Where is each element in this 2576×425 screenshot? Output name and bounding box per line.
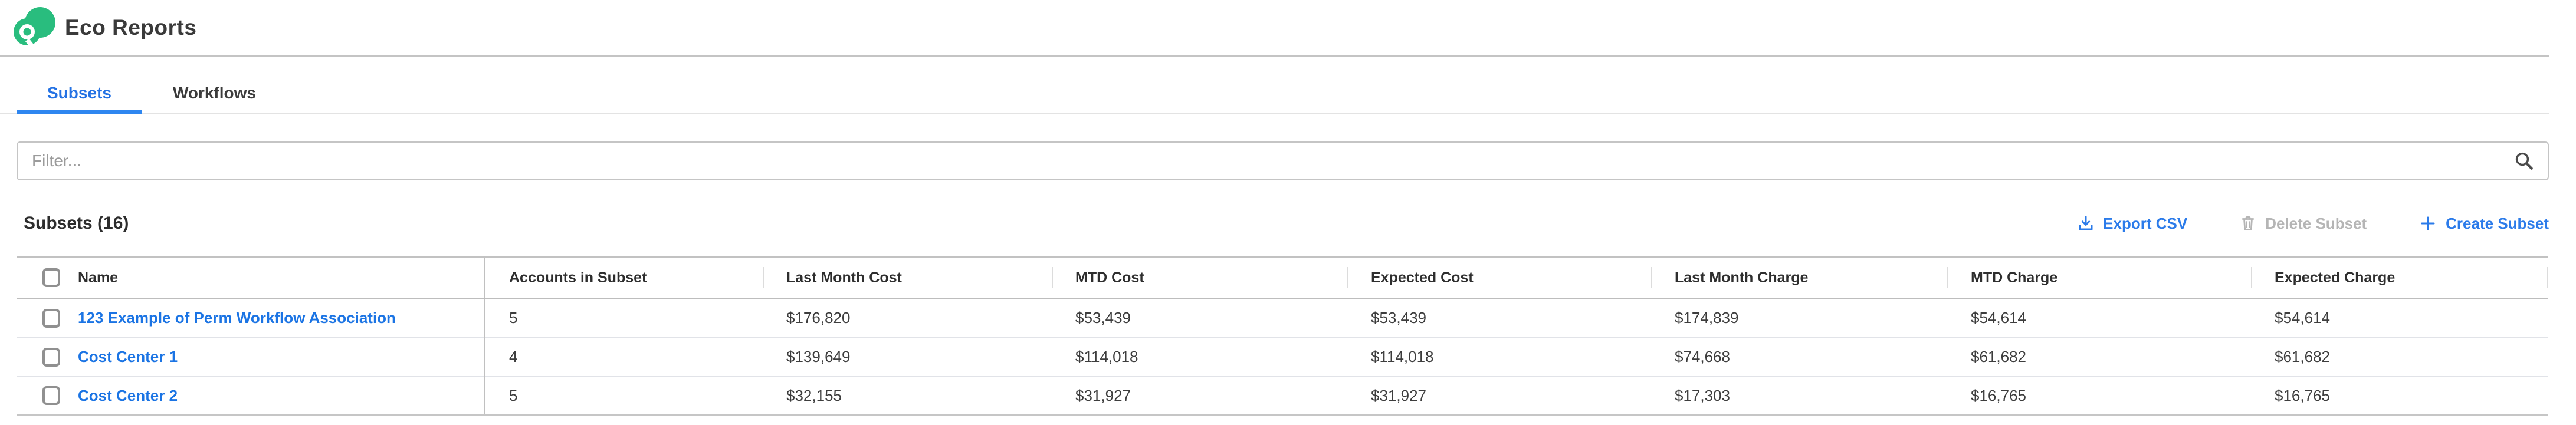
column-header-expected-cost: Expected Cost (1347, 257, 1651, 299)
last-month-cost-cell: $176,820 (786, 309, 851, 327)
subset-name-link[interactable]: 123 Example of Perm Workflow Association (78, 309, 396, 327)
expected-cost-cell: $53,439 (1371, 309, 1426, 327)
export-csv-label: Export CSV (2103, 214, 2188, 232)
row-checkbox[interactable] (42, 386, 60, 406)
section-header: Subsets (16) Export CSV Delete Subset Cr (24, 213, 2549, 233)
create-subset-label: Create Subset (2446, 214, 2549, 232)
section-title: Subsets (16) (24, 213, 129, 233)
last-month-charge-cell: $17,303 (1675, 386, 1730, 404)
table-row: Cost Center 1 4 $139,649 $114,018 $114,0… (17, 337, 2548, 377)
expected-charge-cell: $16,765 (2275, 386, 2330, 404)
subset-name-link[interactable]: Cost Center 1 (78, 348, 178, 365)
mtd-charge-cell: $16,765 (1971, 386, 2026, 404)
table-header-row: Name Accounts in Subset Last Month Cost … (17, 256, 2548, 299)
expected-charge-cell: $61,682 (2275, 348, 2330, 365)
subsets-table: Name Accounts in Subset Last Month Cost … (17, 256, 2548, 416)
expected-cost-cell: $114,018 (1371, 348, 1434, 365)
action-buttons: Export CSV Delete Subset Create Subset (2077, 214, 2549, 233)
tab-bar: Subsets Workflows (0, 57, 2549, 114)
column-header-name-label: Name (78, 269, 119, 286)
column-header-last-month-cost: Last Month Cost (763, 257, 1052, 299)
column-header-last-month-charge: Last Month Charge (1651, 257, 1947, 299)
filter-bar (17, 141, 2549, 180)
column-header-mtd-cost: MTD Cost (1052, 257, 1347, 299)
row-checkbox[interactable] (42, 308, 60, 328)
delete-subset-label: Delete Subset (2265, 214, 2367, 232)
expected-charge-cell: $54,614 (2275, 309, 2330, 327)
accounts-cell: 5 (509, 309, 518, 327)
row-checkbox[interactable] (42, 347, 60, 367)
mtd-cost-cell: $53,439 (1075, 309, 1131, 327)
tab-subsets[interactable]: Subsets (17, 57, 142, 114)
last-month-cost-cell: $32,155 (786, 386, 842, 404)
expected-cost-cell: $31,927 (1371, 386, 1426, 404)
page-title: Eco Reports (65, 15, 197, 39)
mtd-cost-cell: $31,927 (1075, 386, 1131, 404)
filter-input[interactable] (17, 141, 2549, 180)
plus-icon (2421, 216, 2435, 230)
trash-icon (2242, 216, 2255, 230)
column-header-name: Name (17, 256, 485, 299)
mtd-cost-cell: $114,018 (1075, 348, 1138, 365)
download-icon (2079, 216, 2093, 230)
tab-workflows[interactable]: Workflows (172, 83, 256, 102)
delete-subset-button[interactable]: Delete Subset (2239, 215, 2367, 233)
app-header: Eco Reports (0, 0, 2549, 57)
table-row: 123 Example of Perm Workflow Association… (17, 298, 2548, 338)
last-month-charge-cell: $74,668 (1675, 348, 1730, 365)
accounts-cell: 5 (509, 386, 518, 404)
column-header-mtd-charge: MTD Charge (1947, 257, 2251, 299)
mtd-charge-cell: $61,682 (1971, 348, 2026, 365)
column-header-expected-charge: Expected Charge (2251, 257, 2548, 299)
table-row: Cost Center 2 5 $32,155 $31,927 $31,927 … (17, 376, 2548, 416)
create-subset-button[interactable]: Create Subset (2419, 214, 2549, 233)
select-all-checkbox[interactable] (42, 268, 60, 287)
last-month-cost-cell: $139,649 (786, 348, 851, 365)
column-header-accounts: Accounts in Subset (509, 269, 647, 286)
search-icon[interactable] (2513, 150, 2535, 172)
mtd-charge-cell: $54,614 (1971, 309, 2026, 327)
last-month-charge-cell: $174,839 (1675, 309, 1739, 327)
subset-name-link[interactable]: Cost Center 2 (78, 386, 178, 404)
export-csv-button[interactable]: Export CSV (2077, 215, 2187, 233)
accounts-cell: 4 (509, 348, 518, 365)
eco-reports-logo-icon (14, 7, 55, 49)
